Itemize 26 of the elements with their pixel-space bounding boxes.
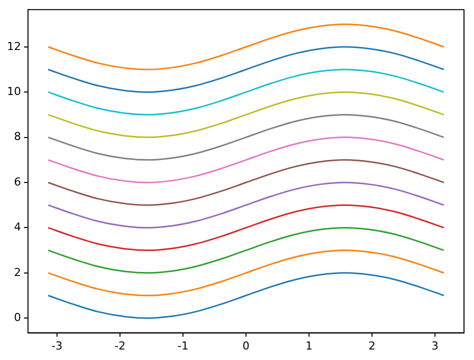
x-tick-label: -1	[178, 339, 188, 352]
y-tick-label: 2	[14, 266, 21, 279]
line-series	[47, 226, 445, 274]
x-tick-label: 2	[368, 339, 376, 352]
line-series	[47, 136, 445, 184]
line-series	[47, 24, 445, 70]
line-series	[47, 46, 445, 93]
y-tick-label: 10	[6, 84, 21, 98]
y-tick-label: 0	[14, 310, 21, 324]
x-tick-label: 3	[432, 339, 439, 352]
line-series	[47, 159, 445, 206]
line-series	[47, 272, 445, 319]
line-series	[47, 182, 445, 228]
x-tick-label: -3	[51, 339, 62, 352]
line-series	[47, 204, 445, 252]
y-tick-label: 8	[14, 130, 21, 144]
line-series	[47, 250, 445, 296]
line-series	[47, 68, 445, 116]
line-series	[47, 114, 445, 161]
x-tick-label: 0	[242, 339, 250, 352]
x-tick-label: 1	[306, 339, 313, 352]
line-series	[47, 91, 445, 138]
y-tick-label: 12	[6, 40, 21, 53]
y-tick-label: 6	[14, 175, 21, 188]
x-tick-label: -2	[114, 339, 126, 352]
y-tick-label: 4	[14, 220, 21, 234]
